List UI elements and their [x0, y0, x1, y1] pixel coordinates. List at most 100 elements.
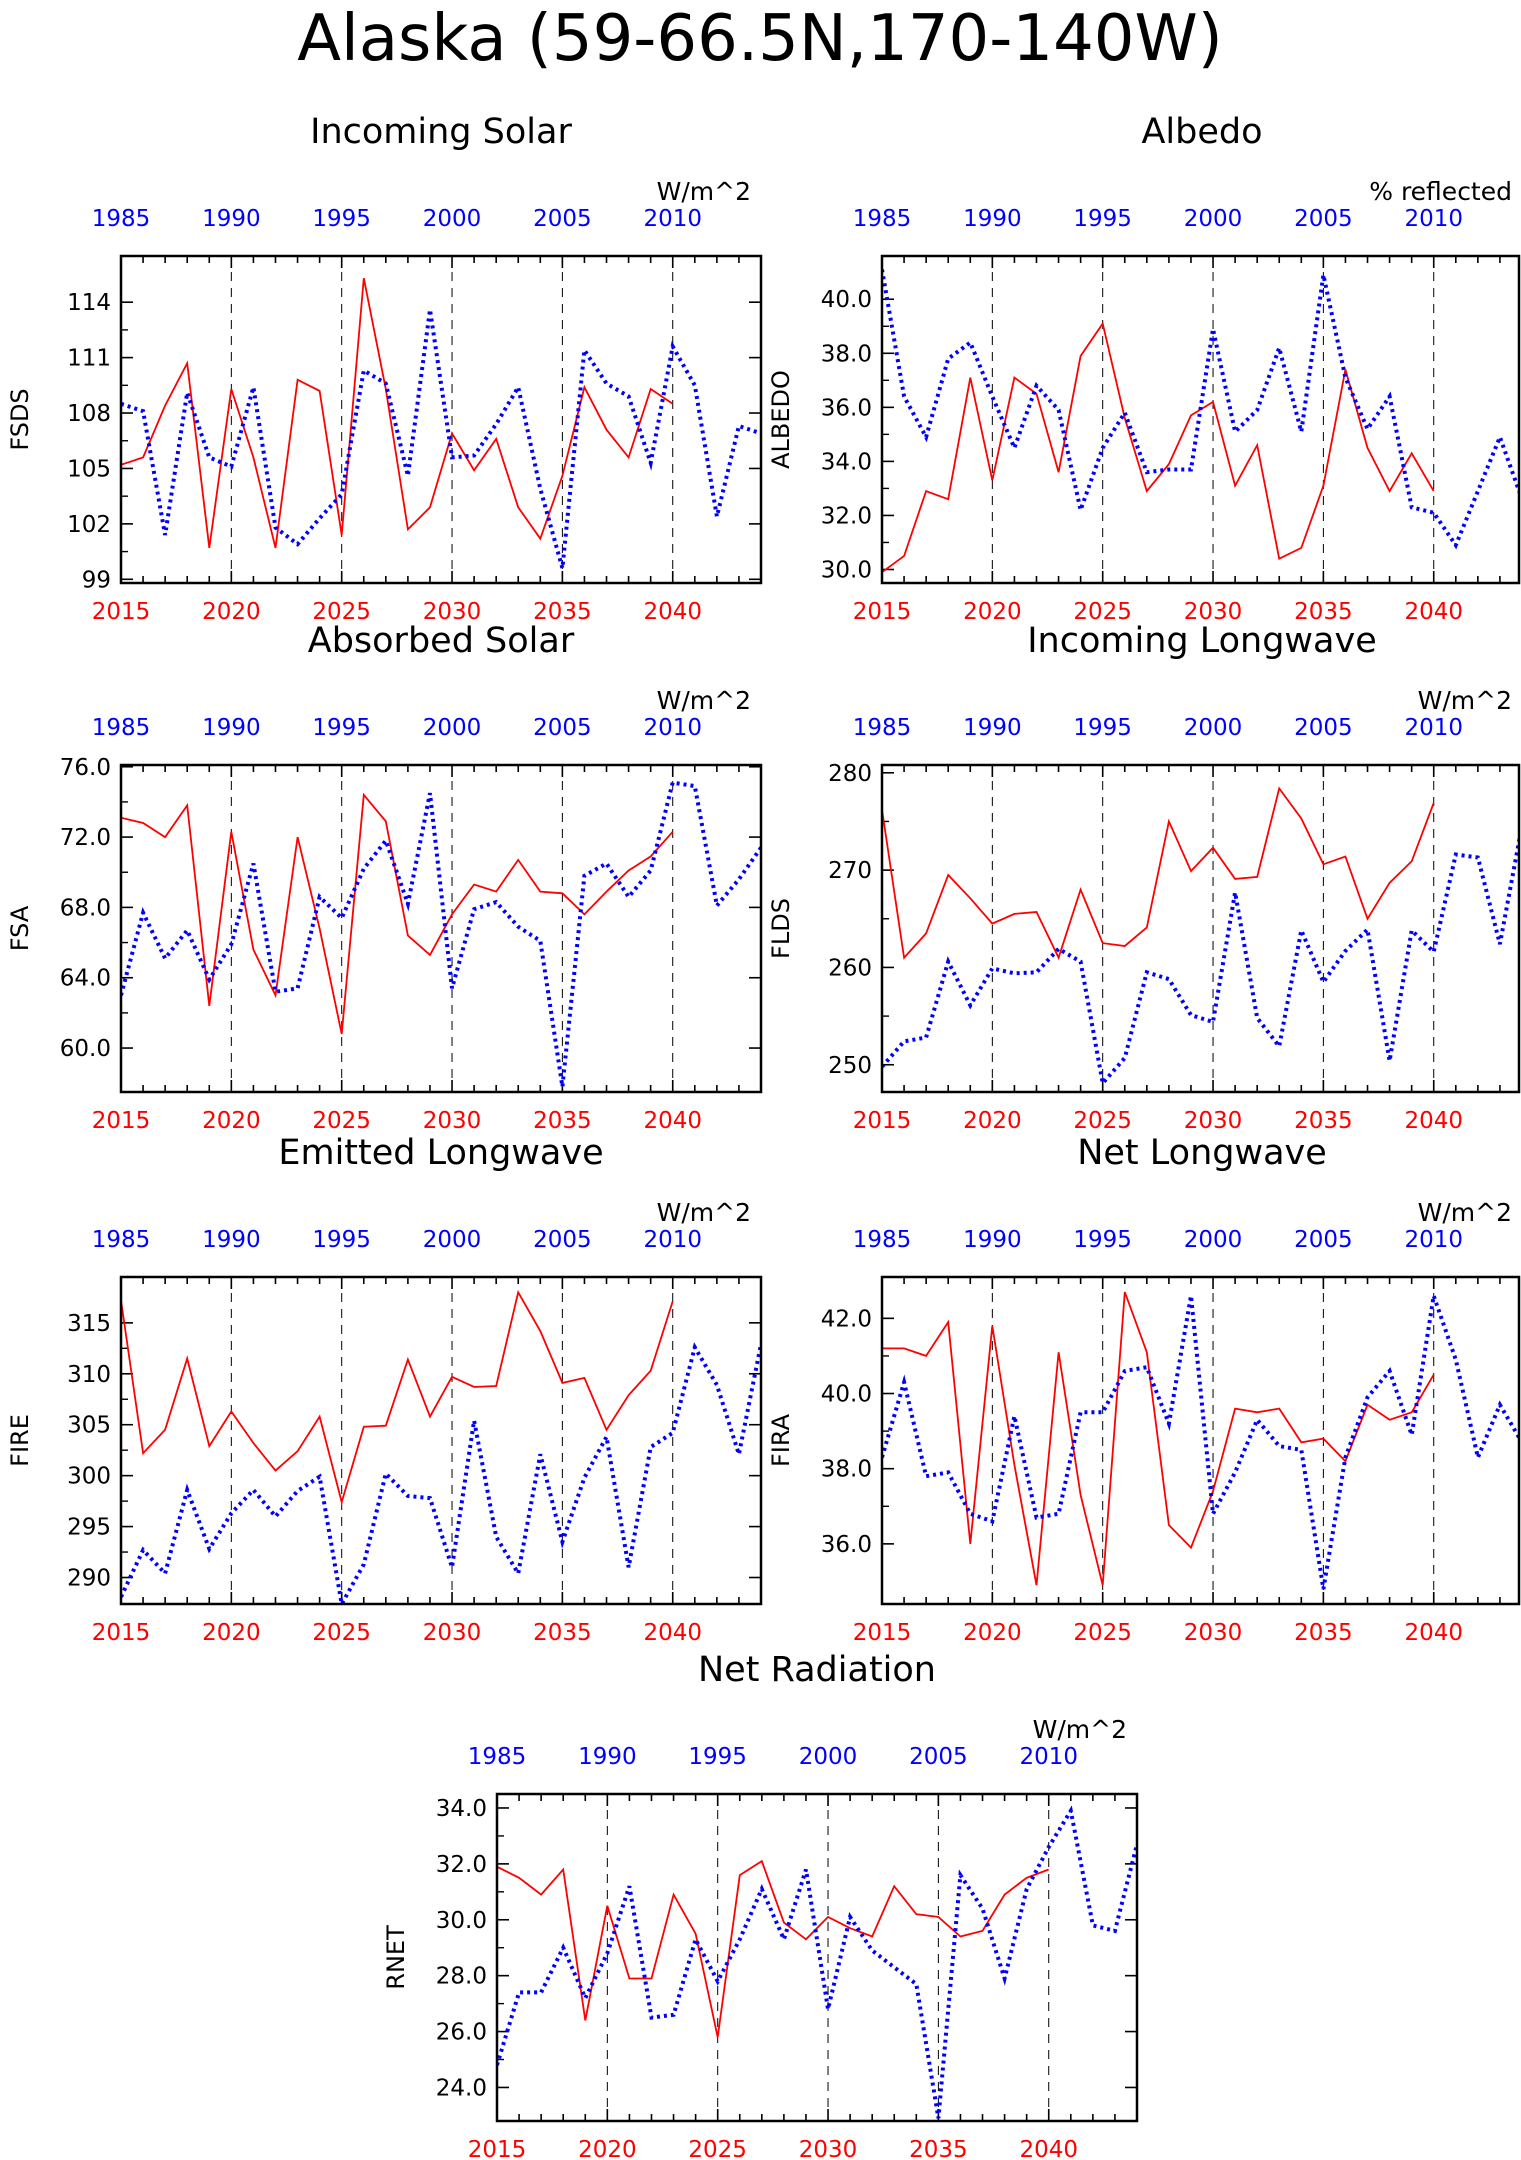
bottom-tick-label: 2025: [312, 599, 371, 625]
series-group: [121, 278, 761, 569]
bottom-tick-label: 2040: [1404, 1620, 1463, 1646]
bottom-tick-label: 2020: [963, 599, 1022, 625]
bottom-tick-label: 2035: [533, 1108, 592, 1134]
y-tick-label: 102: [67, 512, 111, 538]
series-line-future: [121, 278, 674, 549]
bottom-tick-label: 2020: [963, 1108, 1022, 1134]
top-tick-label: 1990: [202, 1227, 261, 1253]
y-tick-label: 270: [828, 858, 872, 884]
series-line-past: [497, 1805, 1137, 2119]
y-tick-label: 280: [828, 761, 872, 787]
y-tick-label: 34.0: [436, 1796, 487, 1822]
top-tick-label: 2000: [423, 715, 482, 741]
units-label: W/m^2: [657, 686, 751, 715]
series-line-past: [121, 1342, 761, 1604]
top-tick-label: 2005: [1294, 715, 1353, 741]
top-tick-label: 2005: [1294, 206, 1353, 232]
top-tick-label: 1985: [92, 206, 151, 232]
panel-fire: Emitted Longwave W/m^2 FIRE 2015 2020 2025 203…: [6, 1133, 763, 1646]
y-tick-label: 32.0: [436, 1852, 487, 1878]
y-tick-label: 32.0: [821, 503, 872, 529]
y-axis-label: FLDS: [767, 898, 795, 959]
y-tick-label: 36.0: [821, 1532, 872, 1558]
top-tick-label: 2010: [1404, 1227, 1463, 1253]
bottom-tick-label: 2040: [1404, 1108, 1463, 1134]
bottom-tick-label: 2020: [202, 1620, 261, 1646]
top-tick-label: 1985: [92, 715, 151, 741]
bottom-tick-label: 2025: [1073, 599, 1132, 625]
bottom-tick-label: 2020: [963, 1620, 1022, 1646]
top-tick-label: 2000: [1184, 715, 1243, 741]
bottom-tick-label: 2025: [312, 1620, 371, 1646]
y-tick-label: 295: [67, 1515, 111, 1541]
series-line-past: [121, 309, 761, 569]
series-group: [121, 780, 761, 1087]
y-tick-label: 36.0: [821, 395, 872, 421]
panel-albedo: Albedo % reflected ALBEDO 2015 2020 2025 2030 2…: [767, 112, 1521, 625]
top-tick-label: 2010: [643, 715, 702, 741]
y-tick-label: 38.0: [821, 1457, 872, 1483]
top-tick-label: 1985: [853, 1227, 912, 1253]
units-label: W/m^2: [1418, 1198, 1512, 1227]
y-tick-label: 60.0: [60, 1036, 111, 1062]
y-tick-label: 99: [82, 567, 111, 593]
panel-fsds: Incoming Solar W/m^2 FSDS 2015 2020 2025 2030 2…: [6, 112, 763, 625]
y-tick-label: 30.0: [436, 1908, 487, 1934]
y-tick-label: 24.0: [436, 2075, 487, 2101]
panel-fira: Net Longwave W/m^2 FIRA 2015 2020 2025 2030 203…: [767, 1133, 1521, 1646]
y-axis-label: ALBEDO: [767, 370, 795, 469]
series-line-future: [497, 1859, 1050, 2038]
bottom-tick-label: 2025: [688, 2137, 747, 2160]
units-label: W/m^2: [1418, 686, 1512, 715]
top-tick-label: 2010: [643, 206, 702, 232]
panel-title: Net Longwave: [1077, 1133, 1327, 1173]
plot-frame: [880, 254, 1521, 585]
bottom-tick-label: 2025: [1073, 1108, 1132, 1134]
y-tick-label: 72.0: [60, 825, 111, 851]
y-tick-label: 28.0: [436, 1964, 487, 1990]
panel-title: Emitted Longwave: [278, 1133, 603, 1173]
bottom-tick-label: 2035: [1294, 599, 1353, 625]
y-tick-label: 260: [828, 955, 872, 981]
bottom-tick-label: 2030: [799, 2137, 858, 2160]
y-tick-label: 111: [67, 346, 111, 372]
units-label: W/m^2: [1033, 1715, 1127, 1744]
panel-title: Net Radiation: [698, 1650, 936, 1690]
top-tick-label: 2005: [533, 206, 592, 232]
top-tick-label: 1990: [963, 1227, 1022, 1253]
y-tick-label: 305: [67, 1413, 111, 1439]
y-tick-label: 315: [67, 1311, 111, 1337]
bottom-tick-label: 2015: [92, 599, 151, 625]
y-tick-label: 26.0: [436, 2020, 487, 2046]
bottom-tick-label: 2020: [578, 2137, 637, 2160]
series-line-future: [882, 786, 1435, 961]
top-tick-label: 2005: [533, 715, 592, 741]
bottom-tick-label: 2015: [853, 599, 912, 625]
top-tick-label: 1990: [202, 206, 261, 232]
top-tick-label: 1990: [578, 1744, 637, 1770]
series-line-past: [121, 780, 761, 1087]
y-tick-label: 42.0: [821, 1306, 872, 1332]
bottom-tick-label: 2030: [423, 599, 482, 625]
units-label: % reflected: [1369, 177, 1512, 206]
top-tick-label: 1990: [963, 206, 1022, 232]
bottom-tick-label: 2025: [312, 1108, 371, 1134]
bottom-tick-label: 2035: [1294, 1108, 1353, 1134]
y-tick-label: 108: [67, 401, 111, 427]
y-tick-label: 290: [67, 1566, 111, 1592]
top-tick-label: 1995: [1073, 206, 1132, 232]
bottom-tick-label: 2030: [423, 1620, 482, 1646]
top-tick-label: 2005: [533, 1227, 592, 1253]
y-axis-label: FSA: [6, 905, 34, 951]
bottom-tick-label: 2020: [202, 599, 261, 625]
y-tick-label: 300: [67, 1464, 111, 1490]
bottom-tick-label: 2015: [92, 1108, 151, 1134]
top-tick-label: 1985: [853, 715, 912, 741]
y-tick-label: 105: [67, 456, 111, 482]
bottom-tick-label: 2035: [533, 1620, 592, 1646]
panel-rnet: Net Radiation W/m^2 RNET 2015 2020 2025 2030 20…: [382, 1650, 1139, 2160]
series-group: [121, 1289, 761, 1604]
top-tick-label: 2010: [1404, 206, 1463, 232]
bottom-tick-label: 2035: [909, 2137, 968, 2160]
top-tick-label: 1995: [1073, 1227, 1132, 1253]
